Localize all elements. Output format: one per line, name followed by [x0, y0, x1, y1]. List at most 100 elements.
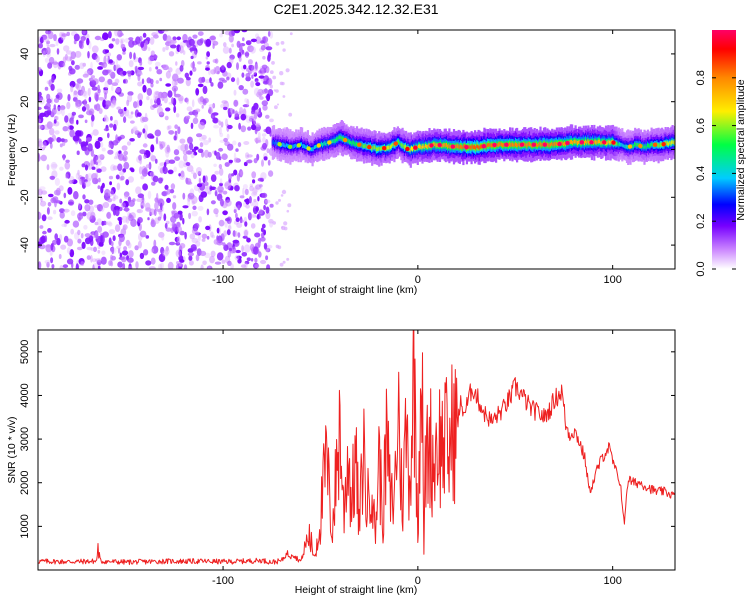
noise-blob	[38, 118, 41, 123]
noise-blob	[192, 50, 198, 59]
noise-blob	[110, 247, 117, 254]
snr-ylabel: SNR (10 * v/v)	[6, 416, 18, 483]
noise-blob	[140, 41, 145, 48]
ridge-peak	[627, 144, 633, 149]
noise-blob	[158, 177, 163, 184]
ridge-peak	[287, 144, 293, 149]
noise-blob	[75, 99, 79, 108]
colorbar: 0.0 0.2 0.4 0.6 0.8 Normalized spectral ampl…	[695, 30, 747, 277]
noise-blob	[121, 202, 126, 208]
noise-blob	[149, 36, 155, 45]
ridge-cell	[285, 143, 288, 147]
noise-blob	[110, 254, 113, 262]
noise-blob	[97, 154, 105, 158]
noise-blob	[142, 128, 146, 134]
ridge-peak	[611, 140, 616, 145]
ridge-peak	[393, 141, 398, 146]
ridge-cell	[292, 144, 295, 149]
noise-blob	[138, 166, 143, 175]
noise-blob	[40, 154, 47, 162]
ridge-peak	[296, 143, 301, 148]
noise-blob	[80, 233, 84, 239]
noise-blob	[162, 47, 166, 52]
noise-blob	[197, 31, 204, 36]
noise-blob	[209, 186, 217, 191]
noise-blob	[213, 163, 217, 167]
noise-blob	[131, 127, 138, 134]
noise-blob	[224, 181, 231, 190]
noise-blob	[189, 188, 195, 197]
ridge-cell	[540, 142, 543, 148]
noise-blob	[253, 158, 258, 164]
noise-blob	[220, 198, 224, 207]
x-tick-label: 0	[415, 274, 421, 286]
noise-blob	[63, 208, 70, 213]
noise-blob	[221, 64, 225, 71]
noise-blob	[234, 116, 240, 120]
noise-blob	[174, 124, 179, 129]
noise-blob	[90, 61, 93, 70]
ridge-cell	[636, 143, 639, 147]
ridge-cell	[634, 142, 637, 147]
noise-blob	[48, 193, 54, 198]
noise-blob	[96, 259, 102, 266]
snr-marks	[38, 330, 675, 566]
noise-blob	[128, 213, 132, 219]
noise-blob	[247, 45, 254, 53]
ridge-cell	[524, 142, 527, 147]
noise-blob	[239, 195, 245, 199]
noise-blob	[260, 259, 267, 265]
noise-blob	[45, 102, 51, 109]
ridge-cell	[649, 144, 652, 148]
noise-blob	[193, 151, 198, 156]
noise-blob	[108, 143, 113, 148]
noise-blob	[73, 90, 78, 96]
noise-blob	[261, 64, 268, 70]
noise-blob	[258, 107, 262, 113]
ridge-cell	[441, 143, 444, 148]
noise-blob	[262, 142, 267, 150]
ridge-cell	[403, 145, 406, 150]
noise-blob	[187, 252, 194, 257]
noise-blob	[246, 154, 253, 158]
noise-blob	[104, 92, 107, 100]
noise-blob	[167, 169, 174, 174]
noise-blob	[164, 184, 169, 190]
ridge-cell	[423, 145, 426, 149]
noise-blob	[96, 218, 102, 226]
noise-blob	[130, 111, 134, 115]
ridge-cell	[471, 144, 474, 149]
noise-blob	[240, 125, 247, 133]
noise-blob	[263, 76, 267, 82]
noise-blob	[63, 138, 68, 143]
noise-blob	[157, 216, 162, 221]
noise-blob	[38, 153, 41, 162]
noise-blob	[115, 38, 120, 45]
noise-blob	[140, 205, 144, 209]
ridge-cell	[332, 139, 335, 144]
noise-blob	[162, 250, 169, 257]
noise-blob	[143, 167, 148, 175]
noise-blob	[263, 156, 268, 161]
noise-blob	[267, 54, 271, 62]
noise-blob	[76, 119, 79, 125]
noise-blob	[90, 247, 94, 252]
noise-blob	[250, 223, 256, 229]
noise-blob	[163, 213, 167, 221]
noise-blob	[149, 153, 154, 161]
noise-blob	[98, 108, 103, 114]
ridge-peak	[437, 142, 442, 148]
noise-blob	[240, 264, 247, 268]
noise-blob	[269, 70, 274, 74]
noise-blob	[158, 263, 163, 269]
noise-blob	[81, 241, 86, 249]
noise-blob	[195, 240, 201, 247]
noise-blob	[118, 239, 122, 246]
noise-blob	[197, 170, 202, 177]
noise-blob	[160, 202, 163, 211]
noise-blob	[46, 261, 50, 268]
noise-blob	[188, 260, 194, 266]
noise-blob	[165, 45, 169, 51]
noise-blob	[171, 222, 176, 228]
noise-blob	[269, 118, 274, 123]
